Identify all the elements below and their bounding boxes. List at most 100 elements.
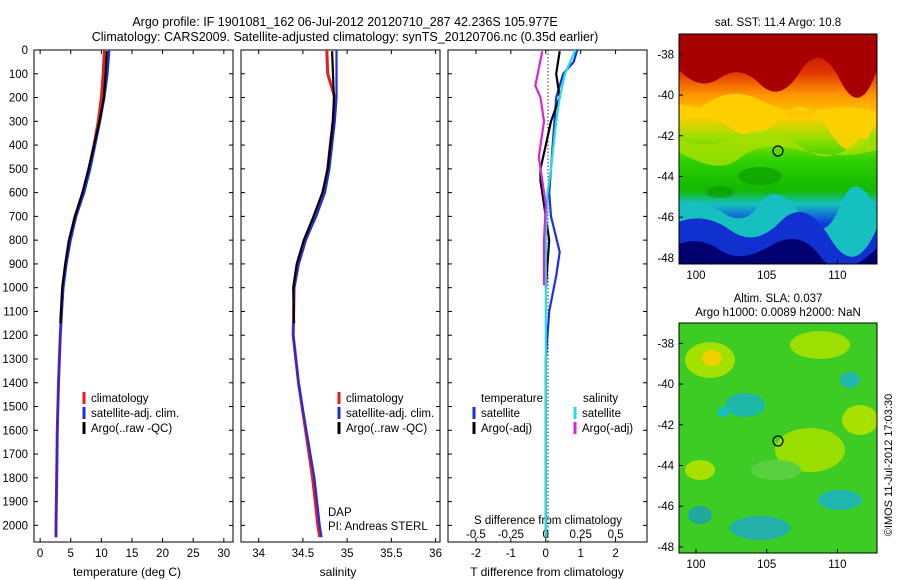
lon-tick-label: 105 — [757, 270, 776, 282]
x-tick-label: 34.5 — [292, 548, 314, 560]
legend-satellite-label: satellite-adj. clim. — [91, 408, 179, 420]
depth-tick-label: 2000 — [2, 520, 28, 532]
depth-tick-label: 1000 — [2, 283, 28, 295]
temperature-x-ticks: 0 5 10 15 20 25 30 — [37, 50, 230, 560]
depth-tick-label: 400 — [9, 140, 28, 152]
lat-tick-label: -46 — [657, 501, 674, 513]
series-line-satellite-adj-clim — [292, 50, 338, 538]
s-difference-label: S difference from climatology — [474, 515, 622, 527]
x-tick-label: -1 — [506, 548, 516, 560]
temperature-x-label: temperature (deg C) — [73, 565, 181, 579]
lat-tick-label: -42 — [657, 131, 674, 143]
legend-s-argo-label: Argo(-adj) — [582, 423, 633, 435]
salinity-legend: climatology satellite-adj. clim. Argo(..… — [337, 392, 434, 435]
depth-tick-label: 200 — [9, 93, 28, 105]
series-line-argo-raw-qc — [292, 51, 335, 324]
s-diff-tick-label: 0.25 — [569, 529, 591, 541]
temperature-series — [54, 49, 111, 538]
lat-tick-label: -46 — [657, 212, 674, 224]
imos-timestamp: ©IMOS 11-Jul-2012 17:03:30 — [883, 394, 895, 536]
legend-climatology-label: climatology — [346, 393, 404, 405]
sla-map-lon-ticks: 100 105 110 — [686, 549, 847, 571]
x-tick-label: -2 — [471, 548, 481, 560]
depth-tick-label: 1600 — [2, 425, 28, 437]
depth-axis-ticks: 0 100 200 300 400 500 600 700 800 900 1000 1100 1200… — [2, 45, 647, 532]
x-tick-label: 35 — [341, 548, 354, 560]
depth-tick-label: 1400 — [2, 378, 28, 390]
depth-tick-label: 300 — [9, 116, 28, 128]
lon-tick-label: 100 — [686, 270, 705, 282]
legend-satellite-label: satellite-adj. clim. — [346, 408, 434, 420]
x-tick-label: 30 — [217, 548, 230, 560]
x-tick-label: 25 — [187, 548, 200, 560]
lat-tick-label: -40 — [657, 379, 674, 391]
x-tick-label: 0 — [37, 548, 43, 560]
legend-argo-label: Argo(..raw -QC) — [91, 423, 172, 435]
salinity-x-label: salinity — [320, 565, 357, 579]
sla-map-title-line1: Altim. SLA: 0.037 — [734, 293, 823, 305]
depth-tick-label: 100 — [9, 69, 28, 81]
sst-argo-location-marker — [772, 145, 784, 157]
salinity-x-ticks: 34 34.5 35 35.5 36 — [252, 50, 442, 560]
x-tick-label: 5 — [68, 548, 74, 560]
sst-map-title: sat. SST: 11.4 Argo: 10.8 — [715, 17, 841, 29]
difference-panel-frame — [447, 49, 648, 543]
difference-series — [534, 49, 579, 538]
series-line-argo-raw-qc — [59, 51, 108, 324]
legend-climatology-label: climatology — [91, 393, 149, 405]
figure-title-line1: Argo profile: IF 1901081_162 06-Jul-2012… — [132, 15, 557, 29]
sla-map-image — [679, 323, 877, 553]
pi-label: PI: Andreas STERL — [328, 521, 428, 533]
depth-tick-label: 600 — [9, 188, 28, 200]
sst-map-frame — [678, 33, 878, 265]
series-line-climatology — [291, 49, 337, 538]
s-diff-tick-label: 0.5 — [608, 529, 624, 541]
depth-tick-label: 1300 — [2, 354, 28, 366]
series-line-salinity-satellite — [544, 49, 577, 538]
lat-tick-label: -48 — [657, 542, 674, 554]
x-tick-label: 34 — [252, 548, 265, 560]
difference-x-label: T difference from climatology — [470, 565, 624, 579]
sst-map-lon-ticks: 100 105 110 — [686, 260, 847, 282]
legend-salinity-title: salinity — [583, 393, 618, 405]
lon-tick-label: 105 — [757, 559, 776, 571]
depth-tick-label: 0 — [22, 45, 28, 57]
legend-temperature-title: temperature — [481, 393, 543, 405]
lat-tick-label: -44 — [657, 460, 674, 472]
sla-argo-location-marker — [772, 435, 784, 447]
lat-tick-label: -48 — [657, 253, 674, 265]
difference-legend: temperature satellite Argo(-adj) salinit… — [472, 393, 633, 435]
s-diff-tick-label: -0.5 — [466, 529, 486, 541]
x-tick-label: 10 — [95, 548, 108, 560]
depth-tick-label: 1900 — [2, 497, 28, 509]
depth-tick-label: 1500 — [2, 402, 28, 414]
depth-tick-label: 900 — [9, 259, 28, 271]
series-line-satellite-adj-clim — [54, 49, 111, 538]
legend-t-satellite-label: satellite — [481, 408, 520, 420]
sst-map-image — [679, 34, 877, 264]
depth-tick-label: 500 — [9, 164, 28, 176]
lon-tick-label: 100 — [686, 559, 705, 571]
difference-x-ticks: -2 -1 0 1 2 — [471, 50, 619, 560]
temperature-legend: climatology satellite-adj. clim. Argo(..… — [82, 392, 179, 435]
x-tick-label: 0 — [543, 548, 549, 560]
lat-tick-label: -42 — [657, 420, 674, 432]
figure-title-line2: Climatology: CARS2009. Satellite-adjuste… — [92, 30, 599, 44]
series-line-salinity-argo-adj — [534, 50, 547, 286]
x-tick-label: 35.5 — [380, 548, 402, 560]
salinity-series — [291, 49, 338, 538]
x-tick-label: 20 — [156, 548, 169, 560]
s-diff-tick-label: -0.25 — [498, 529, 524, 541]
x-tick-label: 1 — [577, 548, 583, 560]
legend-argo-label: Argo(..raw -QC) — [346, 423, 427, 435]
sla-map-lat-ticks: -38 -40 -42 -44 -46 -48 — [657, 338, 683, 554]
lon-tick-label: 110 — [828, 270, 846, 282]
sla-map-title-line2: Argo h1000: 0.0089 h2000: NaN — [695, 307, 861, 319]
depth-tick-label: 1800 — [2, 473, 28, 485]
sst-map-lat-ticks: -38 -40 -42 -44 -46 -48 — [657, 49, 683, 265]
depth-tick-label: 1100 — [3, 306, 28, 318]
x-tick-label: 15 — [126, 548, 139, 560]
depth-tick-label: 1200 — [2, 330, 28, 342]
legend-s-satellite-label: satellite — [582, 408, 621, 420]
